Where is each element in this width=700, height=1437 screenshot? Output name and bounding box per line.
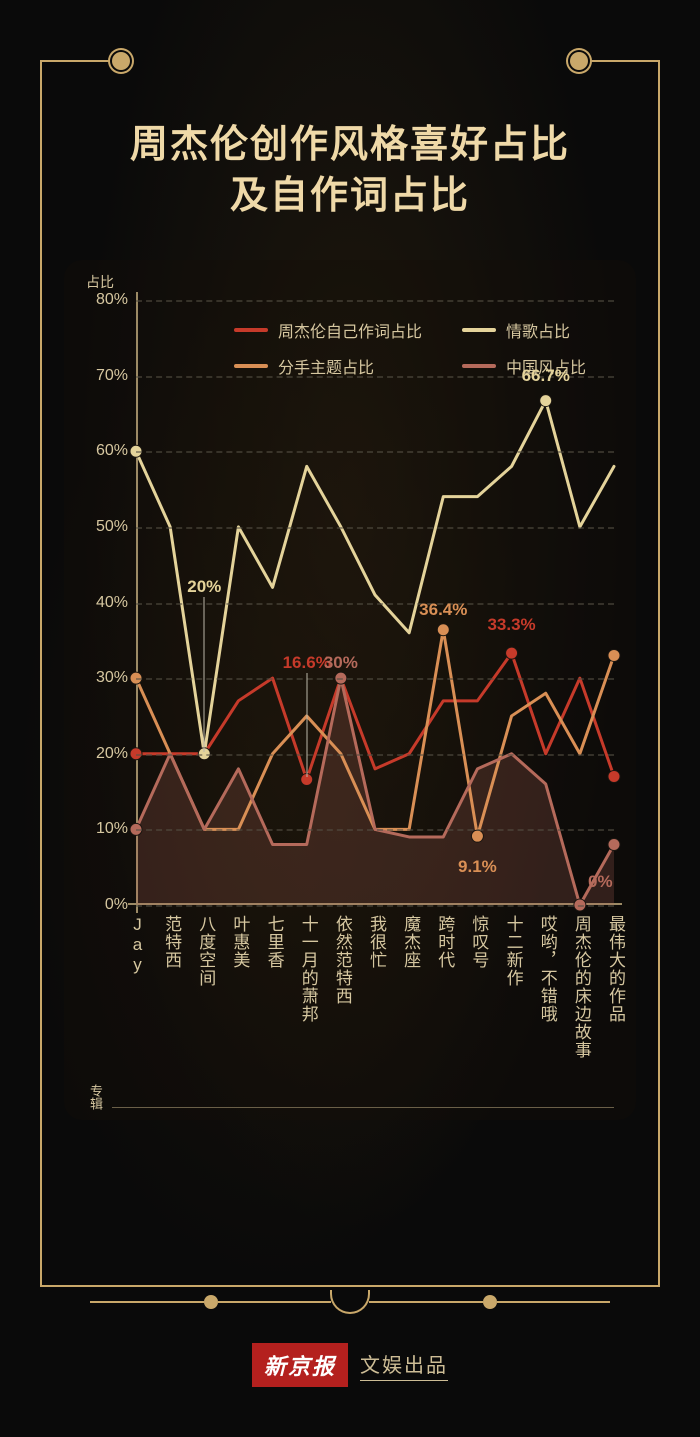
x-tick-label: 七里香 bbox=[263, 915, 283, 969]
x-tick-label: Jay bbox=[126, 915, 146, 975]
annotation-leader bbox=[306, 673, 307, 777]
grid-line bbox=[136, 829, 614, 831]
x-tick-label: 魔杰座 bbox=[399, 915, 419, 969]
y-tick-label: 80% bbox=[80, 291, 128, 309]
title-line-1: 周杰伦创作风格喜好占比 bbox=[0, 120, 700, 171]
series-line-love_songs bbox=[136, 401, 614, 754]
y-tick-label: 0% bbox=[80, 896, 128, 914]
x-tick-label: 我很忙 bbox=[365, 915, 385, 969]
grid-line bbox=[136, 300, 614, 302]
series-fill bbox=[136, 678, 614, 905]
grid-line bbox=[136, 678, 614, 680]
grid-line bbox=[136, 905, 614, 907]
x-tick-label: 叶惠美 bbox=[228, 915, 248, 969]
y-tick-label: 10% bbox=[80, 820, 128, 838]
ornament-cap bbox=[330, 1290, 370, 1314]
grid-line bbox=[136, 451, 614, 453]
series-marker bbox=[506, 647, 518, 659]
y-tick-label: 40% bbox=[80, 594, 128, 612]
series-marker bbox=[608, 649, 620, 661]
x-tick-label: 惊叹号 bbox=[467, 915, 487, 969]
chart-panel: 占比 周杰伦自己作词占比情歌占比分手主题占比中国风占比 0%10%20%30%4… bbox=[64, 260, 636, 1120]
page-title: 周杰伦创作风格喜好占比 及自作词占比 bbox=[0, 120, 700, 223]
x-tick-label: 依然范特西 bbox=[331, 915, 351, 1005]
annotation-leader bbox=[204, 597, 205, 751]
series-marker bbox=[437, 624, 449, 636]
plot-area: 0%10%20%30%40%50%60%70%80%20%16.6%30%36.… bbox=[136, 300, 614, 905]
x-axis-label: 专辑 bbox=[86, 1084, 105, 1110]
grid-line bbox=[136, 603, 614, 605]
ornament-dot bbox=[483, 1295, 497, 1309]
bottom-ornament bbox=[90, 1287, 610, 1317]
y-tick-label: 30% bbox=[80, 669, 128, 687]
title-line-2: 及自作词占比 bbox=[0, 171, 700, 222]
frame-top-seg bbox=[580, 60, 660, 62]
grid-line bbox=[136, 376, 614, 378]
series-line-self_lyrics bbox=[136, 653, 614, 779]
credit-badge: 新京报 bbox=[252, 1343, 348, 1387]
series-marker bbox=[471, 830, 483, 842]
x-tick-label: 哎哟，不错哦 bbox=[536, 915, 556, 1023]
series-marker bbox=[608, 770, 620, 782]
x-tick-label: 十二新作 bbox=[502, 915, 522, 987]
x-tick-label: 范特西 bbox=[160, 915, 180, 969]
x-tick-label: 跨时代 bbox=[433, 915, 453, 969]
grid-line bbox=[136, 527, 614, 529]
x-labels: Jay范特西八度空间叶惠美七里香十一月的萧邦依然范特西我很忙魔杰座跨时代惊叹号十… bbox=[136, 915, 614, 1090]
y-tick-label: 20% bbox=[80, 745, 128, 763]
x-underline bbox=[112, 1107, 614, 1108]
x-tick-label: 八度空间 bbox=[194, 915, 214, 987]
y-tick-label: 50% bbox=[80, 518, 128, 536]
frame-top-seg bbox=[40, 60, 120, 62]
series-marker bbox=[608, 839, 620, 851]
series-marker bbox=[540, 395, 552, 407]
frame-finial bbox=[112, 52, 130, 70]
y-tick-label: 60% bbox=[80, 442, 128, 460]
grid-line bbox=[136, 754, 614, 756]
frame-finial bbox=[570, 52, 588, 70]
credit: 新京报 文娱出品 bbox=[0, 1343, 700, 1387]
credit-sub: 文娱出品 bbox=[360, 1349, 448, 1381]
x-tick-label: 周杰伦的床边故事 bbox=[570, 915, 590, 1059]
y-tick-label: 70% bbox=[80, 367, 128, 385]
y-axis-label: 占比 bbox=[86, 272, 114, 292]
ornament-dot bbox=[204, 1295, 218, 1309]
x-tick-label: 最伟大的作品 bbox=[604, 915, 624, 1023]
x-tick-label: 十一月的萧邦 bbox=[297, 915, 317, 1023]
